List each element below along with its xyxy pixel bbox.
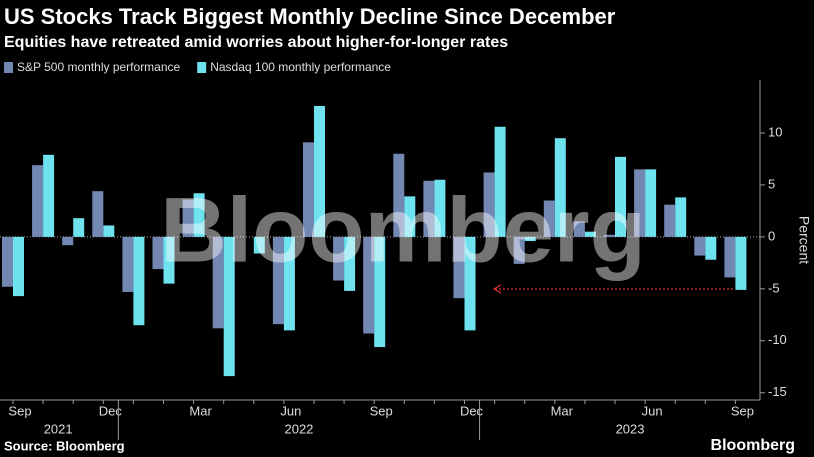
x-tick-label: Jun — [642, 403, 663, 418]
y-tick-label: -5 — [768, 280, 780, 295]
bar — [724, 236, 736, 278]
bar — [434, 179, 446, 237]
bar — [344, 236, 356, 291]
bar — [423, 180, 435, 237]
y-tick-label: 5 — [768, 176, 775, 191]
x-tick-label: Sep — [370, 403, 393, 418]
x-tick-label: Sep — [8, 403, 31, 418]
bar — [333, 236, 345, 281]
bar — [645, 169, 657, 237]
bar — [573, 221, 585, 237]
x-tick-label: Sep — [731, 403, 754, 418]
bar — [453, 236, 465, 299]
bar — [705, 236, 717, 260]
source: Source: Bloomberg — [4, 438, 125, 453]
bar — [73, 218, 85, 237]
bar — [543, 200, 555, 237]
bar — [32, 165, 44, 237]
bar — [513, 236, 525, 264]
arrow-head — [492, 284, 502, 294]
bar — [634, 169, 646, 237]
bar — [133, 236, 145, 326]
bar — [152, 236, 164, 270]
bar — [163, 236, 175, 284]
bar — [193, 193, 205, 237]
y-tick-label: -10 — [768, 332, 787, 347]
bar — [735, 236, 747, 290]
bar — [675, 197, 687, 237]
bar — [303, 142, 314, 237]
bar — [223, 236, 235, 377]
bar — [13, 236, 24, 297]
bar — [212, 236, 224, 329]
legend-swatch — [4, 62, 13, 73]
legend-label: Nasdaq 100 monthly performance — [210, 60, 391, 74]
bar — [363, 236, 375, 334]
bar — [554, 138, 566, 237]
bar — [494, 126, 506, 237]
bar — [393, 153, 405, 237]
bar — [483, 172, 495, 237]
bar — [524, 236, 536, 242]
bar — [62, 236, 74, 246]
year-label: 2023 — [616, 421, 645, 436]
bar — [464, 236, 476, 331]
y-tick-label: -15 — [768, 384, 787, 399]
y-tick-label: 10 — [768, 124, 782, 139]
year-label: 2021 — [44, 421, 73, 436]
x-tick-label: Mar — [189, 403, 212, 418]
x-tick-label: Dec — [99, 403, 123, 418]
bar — [122, 236, 134, 292]
bar — [253, 236, 265, 254]
bar — [43, 154, 55, 237]
year-label: 2022 — [284, 421, 313, 436]
chart-title: US Stocks Track Biggest Monthly Decline … — [4, 4, 616, 29]
bar — [584, 231, 596, 237]
x-tick-label: Dec — [460, 403, 484, 418]
bar — [664, 204, 676, 237]
bar — [92, 191, 104, 237]
bar — [103, 225, 115, 237]
y-tick-label: 0 — [768, 228, 775, 243]
x-tick-label: Jun — [280, 403, 301, 418]
bar — [694, 236, 706, 256]
bar — [272, 236, 284, 325]
bar — [2, 236, 13, 287]
bar — [615, 156, 626, 237]
legend-label: S&P 500 monthly performance — [17, 60, 181, 74]
bar — [182, 199, 194, 237]
bar — [604, 234, 615, 237]
x-tick-label: Mar — [551, 403, 574, 418]
chart-subtitle: Equities have retreated amid worries abo… — [4, 34, 508, 51]
brand: Bloomberg — [711, 437, 795, 454]
bar — [283, 236, 295, 331]
bar — [314, 105, 325, 237]
y-axis-label: Percent — [796, 216, 812, 264]
bar — [374, 236, 386, 348]
bar — [404, 196, 416, 237]
legend-swatch — [197, 62, 207, 73]
watermark: Bloomberg — [160, 179, 646, 281]
